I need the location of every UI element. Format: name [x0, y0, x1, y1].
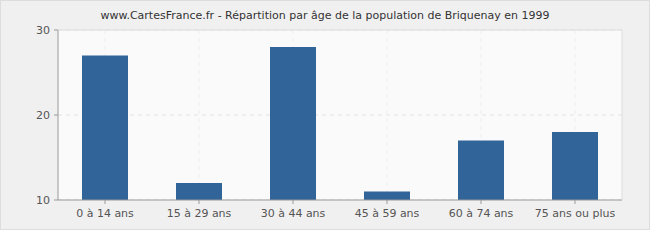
x-tick-mark — [199, 200, 200, 204]
bars — [82, 47, 598, 200]
bar — [82, 56, 128, 201]
chart-container: 10 20 30 0 à 14 ans 15 à 29 ans 30 à 44 ans 45… — [0, 0, 650, 230]
grid-line — [58, 30, 622, 31]
y-tick-label: 10 — [36, 194, 50, 207]
x-tick-mark — [575, 200, 576, 204]
tick-mark — [54, 30, 58, 31]
y-tick-label: 20 — [36, 109, 50, 122]
plot-area — [58, 30, 622, 200]
x-tick-label: 15 à 29 ans — [167, 207, 232, 220]
x-tick-mark — [105, 200, 106, 204]
plot-border — [622, 30, 623, 200]
x-tick-label: 30 à 44 ans — [261, 207, 326, 220]
x-tick-mark — [293, 200, 294, 204]
bar — [364, 192, 410, 201]
grid-line — [58, 200, 622, 201]
tick-mark — [54, 115, 58, 116]
y-tick-label: 30 — [36, 24, 50, 37]
plot-border — [58, 30, 622, 31]
grid-line-vertical — [199, 30, 200, 200]
chart-svg: 10 20 30 0 à 14 ans 15 à 29 ans 30 à 44 ans 45… — [0, 0, 650, 230]
x-axis — [58, 200, 622, 201]
grid-line — [58, 115, 622, 116]
x-tick-mark — [481, 200, 482, 204]
bar — [552, 132, 598, 200]
grid-line-vertical — [387, 30, 388, 200]
tick-mark — [54, 200, 58, 201]
y-axis — [58, 30, 59, 200]
bar — [458, 141, 504, 201]
x-tick-mark — [387, 200, 388, 204]
x-tick-label: 60 à 74 ans — [449, 207, 514, 220]
bar — [270, 47, 316, 200]
title: www.CartesFrance.fr - Répartition par âg… — [100, 9, 549, 22]
x-tick-label: 0 à 14 ans — [76, 207, 134, 220]
x-tick-label: 75 ans ou plus — [535, 207, 616, 220]
bar — [176, 183, 222, 200]
background — [1, 1, 650, 230]
x-tick-label: 45 à 59 ans — [355, 207, 420, 220]
